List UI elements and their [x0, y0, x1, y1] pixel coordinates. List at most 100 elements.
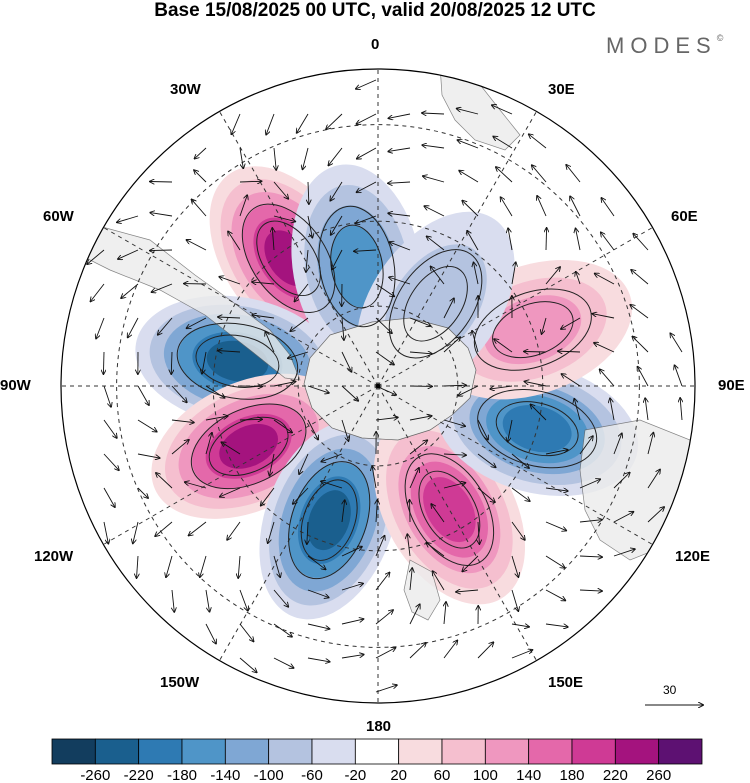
brand-logo: MODES©: [606, 33, 723, 59]
wind-arrow: [239, 181, 261, 182]
wind-arrow: [118, 249, 139, 259]
wind-arrow: [647, 433, 653, 455]
wind-arrow: [239, 195, 247, 217]
wind-arrow: [205, 433, 212, 455]
lon-label-150e: 150E: [548, 674, 584, 691]
wind-arrow: [613, 473, 630, 489]
wind-arrow: [537, 196, 547, 217]
graticule: [61, 69, 695, 703]
wind-arrow: [273, 623, 292, 637]
colorbar-tick-label: -260: [80, 767, 110, 783]
wind-arrow: [474, 262, 479, 285]
lon-label-30w: 30W: [170, 81, 201, 98]
meridian-line: [377, 385, 537, 661]
wind-arrow: [422, 145, 445, 149]
colorbar-swatch: [528, 738, 573, 765]
wind-arrow: [579, 556, 602, 557]
wind-arrow: [239, 386, 262, 387]
wind-arrow: [542, 317, 547, 334]
wind-arrow: [103, 385, 111, 407]
wind-arrow: [87, 249, 105, 264]
wind-arrow: [265, 332, 275, 353]
wind-arrow: [357, 181, 377, 192]
wind-arrow: [545, 521, 566, 531]
wind-arrow: [570, 196, 581, 217]
wind-arrow: [675, 365, 683, 387]
wind-arrow: [328, 147, 343, 165]
colorbar-swatch: [614, 738, 660, 765]
wind-arrow: [297, 113, 309, 133]
wind-arrow: [172, 589, 174, 612]
colorbar-tick-label: -20: [344, 767, 366, 783]
anomaly-level: [219, 423, 279, 469]
contour-line: [256, 220, 321, 297]
wind-arrow: [261, 487, 275, 506]
wind-arrow: [332, 249, 343, 270]
wind-arrow: [496, 167, 513, 183]
wind-arrow: [511, 453, 529, 468]
wind-arrow: [388, 113, 411, 118]
colorbar-tick-label: 100: [473, 767, 498, 783]
wind-arrow: [91, 283, 105, 301]
wind-arrow: [342, 317, 344, 340]
wind-arrow: [137, 555, 138, 578]
colorbar-swatch: [51, 738, 96, 765]
wind-arrow: [152, 283, 173, 292]
wind-arrow: [331, 215, 343, 235]
wind-arrow: [299, 453, 309, 474]
wind-arrow: [357, 147, 377, 159]
wind-arrow: [511, 589, 518, 611]
anomaly-level: [307, 490, 351, 551]
wind-arrow: [103, 453, 119, 470]
wind-arrow: [273, 215, 295, 222]
wind-arrow: [192, 199, 207, 217]
contours: [176, 203, 598, 580]
contour-line: [418, 470, 481, 549]
wind-arrow: [158, 317, 173, 335]
wind-arrow: [341, 583, 363, 591]
wind-arrow: [272, 228, 274, 251]
meridian-line: [103, 385, 379, 545]
wind-arrow: [574, 399, 581, 421]
wind-arrow: [409, 352, 432, 354]
wind-arrow: [293, 487, 309, 504]
wind-arrow: [341, 619, 363, 625]
wind-arrow: [307, 521, 308, 544]
wind-arrow: [388, 147, 411, 151]
wind-arrow: [221, 442, 241, 455]
wind-arrow: [511, 487, 530, 501]
colorbar-swatch: [94, 738, 140, 765]
wind-arrow: [303, 147, 309, 169]
wind-arrow: [477, 487, 495, 502]
lon-label-120e: 120E: [675, 548, 711, 565]
anomaly-level: [423, 477, 476, 543]
wind-arrow: [341, 385, 358, 401]
wind-arrow: [530, 404, 547, 421]
wind-arrow: [239, 589, 248, 611]
wind-arrow: [645, 398, 649, 421]
wind-arrow: [155, 521, 173, 536]
wind-arrow: [458, 385, 479, 396]
map-boundary: [60, 68, 696, 704]
wind-arrow: [511, 555, 518, 577]
wind-arrow: [307, 419, 318, 440]
contour-line: [300, 479, 358, 561]
latitude-circle: [116, 124, 640, 648]
wind-arrow: [613, 549, 635, 557]
wind-arrow: [186, 240, 207, 251]
colorbar-swatch: [398, 738, 443, 765]
wind-arrow: [422, 113, 445, 114]
wind-arrow: [532, 165, 547, 183]
wind-arrow: [137, 453, 160, 458]
wind-arrow: [195, 147, 207, 159]
wind-arrow: [273, 657, 294, 668]
meridian-line: [377, 111, 537, 387]
wind-arrow: [630, 305, 649, 319]
colorbar-tick-label: 180: [559, 767, 584, 783]
wind-arrow: [600, 369, 615, 387]
contour-line: [495, 401, 579, 457]
wind-arrow: [375, 417, 398, 420]
wind-arrow: [545, 623, 568, 627]
wind-arrow: [410, 568, 412, 591]
wind-arrow: [462, 555, 479, 571]
